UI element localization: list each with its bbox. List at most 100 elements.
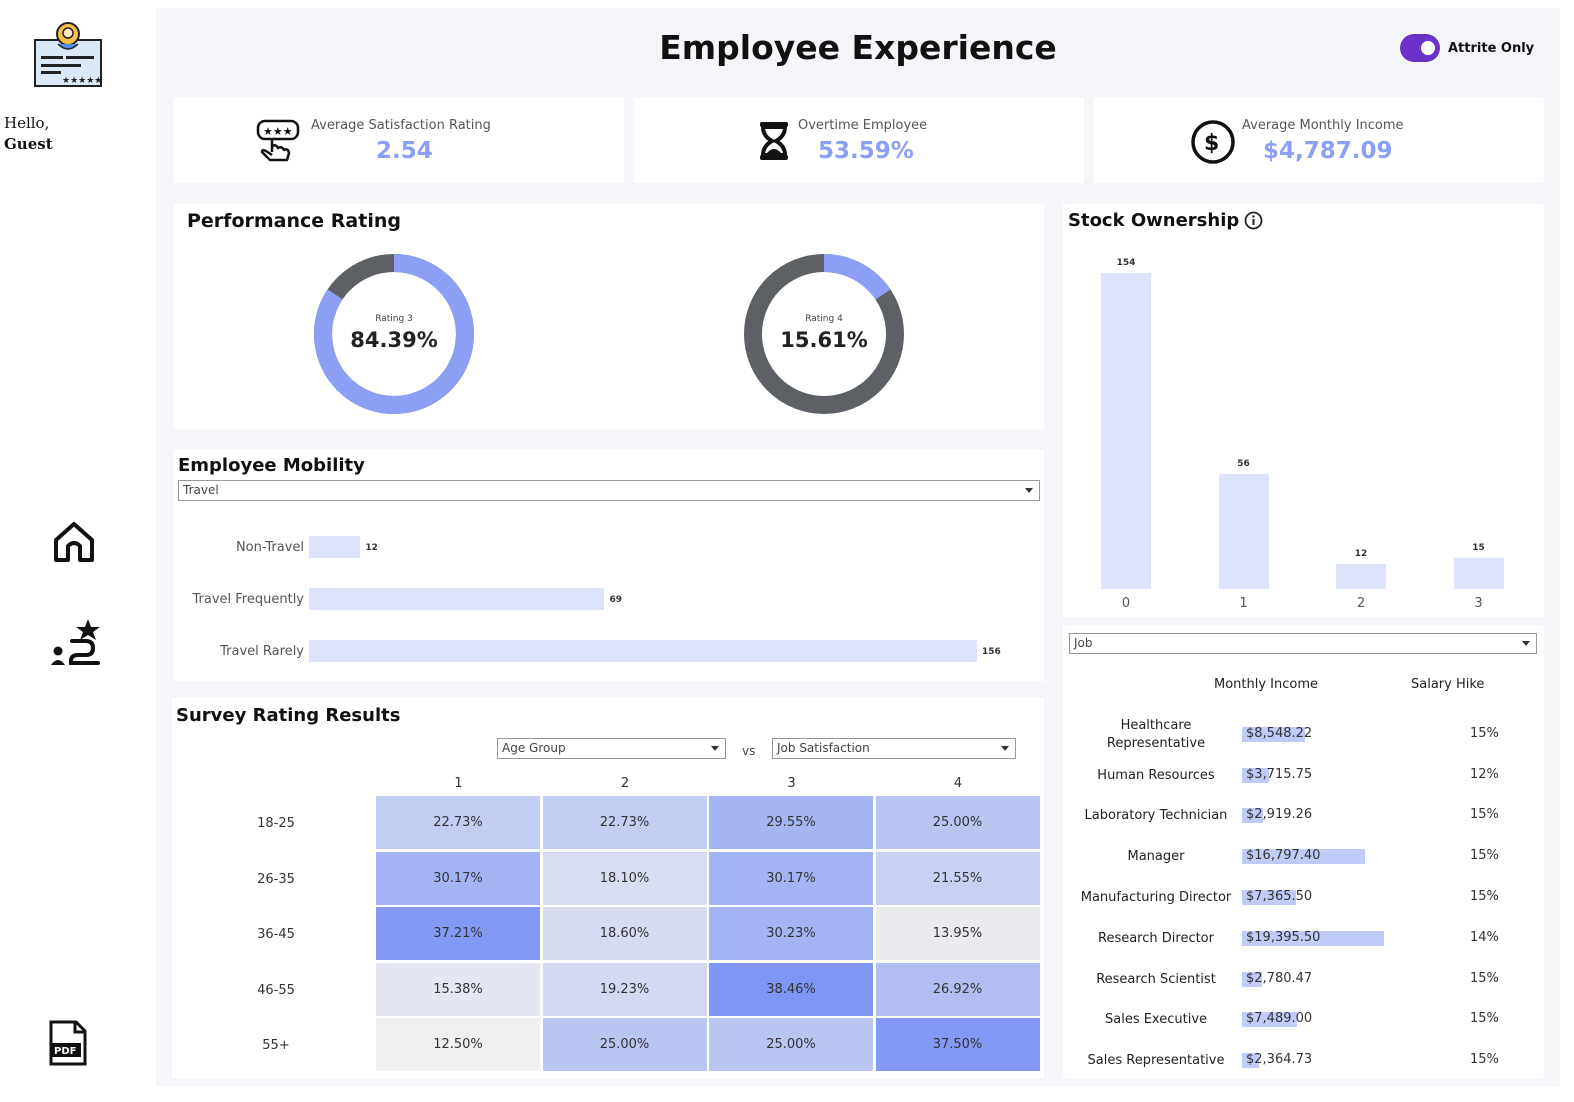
stock-category-label: 3 <box>1474 596 1483 611</box>
heatmap-cell[interactable]: 29.55% <box>709 796 873 849</box>
donut-arc <box>744 254 904 414</box>
kpi-label: Overtime Employee <box>798 118 928 133</box>
stock-category-label: 2 <box>1356 596 1366 611</box>
job-name: Human Resources <box>1097 768 1215 783</box>
attrite-only-toggle[interactable]: Attrite Only <box>1400 34 1534 62</box>
toggle-label: Attrite Only <box>1448 40 1535 56</box>
job-salary-hike: 15% <box>1470 807 1499 822</box>
heatmap-cell[interactable]: 12.50% <box>376 1018 540 1071</box>
greeting: Hello, Guest <box>4 113 53 155</box>
dashboard-main: Employee Experience Attrite Only ★★★ Ave… <box>156 8 1560 1086</box>
heatmap-cell[interactable]: 30.17% <box>376 851 540 905</box>
survey-col-selected: Job Satisfaction <box>777 741 870 755</box>
job-salary-hike: 15% <box>1470 848 1499 863</box>
stock-bar[interactable] <box>1101 273 1151 589</box>
mobility-panel: Employee Mobility Travel Non-Travel 12 T… <box>174 450 1044 681</box>
kpi-card-overtime: Overtime Employee 53.59% <box>634 98 1084 183</box>
heatmap-cell[interactable]: 26.92% <box>875 962 1040 1016</box>
heatmap-cell[interactable]: 30.23% <box>709 907 873 960</box>
job-income: $7,489.00 <box>1246 1011 1313 1026</box>
heatmap-cell[interactable]: 25.00% <box>542 1018 707 1071</box>
heatmap-cell[interactable]: 38.46% <box>709 962 873 1016</box>
heatmap-row-label: 36-45 <box>257 927 295 942</box>
job-name: Sales Executive <box>1104 1012 1208 1027</box>
user-journey-icon[interactable] <box>50 617 102 667</box>
donut-label: Rating 4 <box>805 314 843 324</box>
job-dropdown[interactable]: Job <box>1069 633 1537 654</box>
rating-hand-icon: ★★★ <box>256 119 300 162</box>
heatmap-cell[interactable]: 22.73% <box>542 796 707 849</box>
survey-panel: Survey Rating Results Age Group vs Job S… <box>172 698 1044 1078</box>
job-income: $19,395.50 <box>1246 930 1321 945</box>
kpi-value: 2.54 <box>376 138 433 164</box>
heatmap-cell[interactable]: 18.10% <box>542 851 707 905</box>
svg-text:$: $ <box>1204 131 1219 156</box>
stock-bar[interactable] <box>1336 564 1386 589</box>
kpi-label: Average Satisfaction Rating <box>311 118 491 133</box>
toggle-knob <box>1421 41 1435 55</box>
job-income-bar <box>1242 972 1263 987</box>
hourglass-icon <box>760 122 788 160</box>
job-name: Sales Representative <box>1087 1053 1225 1068</box>
chevron-down-icon <box>1522 641 1530 646</box>
donut-rating-3[interactable] <box>312 252 476 416</box>
job-name: Manufacturing Director <box>1080 890 1232 905</box>
survey-row-selected: Age Group <box>502 741 566 755</box>
job-panel: Job Monthly Income Salary Hike Healthcar… <box>1063 625 1544 1078</box>
heatmap-cell[interactable]: 25.00% <box>709 1018 873 1071</box>
mobility-value: 69 <box>609 595 622 605</box>
heatmap-row-label: 26-35 <box>257 871 295 887</box>
job-income-bar <box>1242 1012 1297 1027</box>
heatmap-cell[interactable]: 18.60% <box>542 907 707 960</box>
heatmap-cell[interactable]: 30.17% <box>709 851 873 905</box>
heatmap-cell[interactable]: 19.23% <box>542 962 707 1016</box>
survey-col-dropdown[interactable]: Job Satisfaction <box>772 738 1016 759</box>
home-icon[interactable] <box>52 520 96 564</box>
svg-text:★★★★★: ★★★★★ <box>62 76 102 86</box>
mobility-dropdown[interactable]: Travel <box>178 480 1040 501</box>
mobility-label: Non-Travel <box>235 540 304 555</box>
donut-caption: Rating 4 15.61% <box>769 314 879 352</box>
stock-bar[interactable] <box>1218 474 1269 589</box>
heatmap-cell[interactable]: 37.50% <box>875 1018 1040 1071</box>
mobility-value: 156 <box>982 647 1001 657</box>
heatmap-cell[interactable]: 21.55% <box>875 851 1040 905</box>
info-icon[interactable] <box>1244 211 1263 230</box>
job-salary-hike: 15% <box>1470 971 1499 986</box>
pdf-icon[interactable]: PDF <box>48 1019 88 1067</box>
job-salary-hike: 15% <box>1470 889 1499 904</box>
donut-arc <box>314 254 474 414</box>
job-income: $8,548.22 <box>1246 726 1313 741</box>
performance-title: Performance Rating <box>187 210 401 232</box>
job-income-bar <box>1242 808 1264 823</box>
vs-label: vs <box>742 744 756 758</box>
stock-category-label: 1 <box>1239 596 1248 611</box>
mobility-value: 12 <box>365 543 378 553</box>
heatmap-cell[interactable]: 22.73% <box>376 796 540 849</box>
stock-title-text: Stock Ownership <box>1068 210 1240 231</box>
stock-bar[interactable] <box>1453 558 1504 589</box>
donut-rating-4[interactable] <box>742 252 906 416</box>
job-salary-hike: 15% <box>1470 1011 1499 1026</box>
mobility-bar <box>309 536 361 558</box>
mobility-label: Travel Frequently <box>192 592 305 607</box>
toggle-switch[interactable] <box>1400 34 1440 62</box>
stock-value-label: 56 <box>1237 459 1250 470</box>
donut-value: 15.61% <box>780 328 868 352</box>
job-income-bar <box>1242 768 1270 783</box>
heatmap-cell[interactable]: 15.38% <box>376 962 540 1016</box>
heatmap-column-header: 2 <box>620 776 630 791</box>
chevron-down-icon <box>1025 488 1033 493</box>
heatmap-column-header: 1 <box>454 776 463 791</box>
survey-row-dropdown[interactable]: Age Group <box>497 738 726 759</box>
page-title: Employee Experience <box>659 28 1057 67</box>
stock-panel: Stock Ownership 154 0 56 1 12 2 15 3 <box>1063 204 1544 617</box>
job-selected: Job <box>1074 636 1093 650</box>
job-salary-hike: 14% <box>1470 930 1499 945</box>
heatmap-cell[interactable]: 13.95% <box>875 907 1040 960</box>
heatmap-cell[interactable]: 37.21% <box>376 907 540 960</box>
donut-value: 84.39% <box>350 328 438 352</box>
chevron-down-icon <box>1001 746 1009 751</box>
svg-text:★★★: ★★★ <box>263 125 293 138</box>
heatmap-cell[interactable]: 25.00% <box>875 796 1040 849</box>
